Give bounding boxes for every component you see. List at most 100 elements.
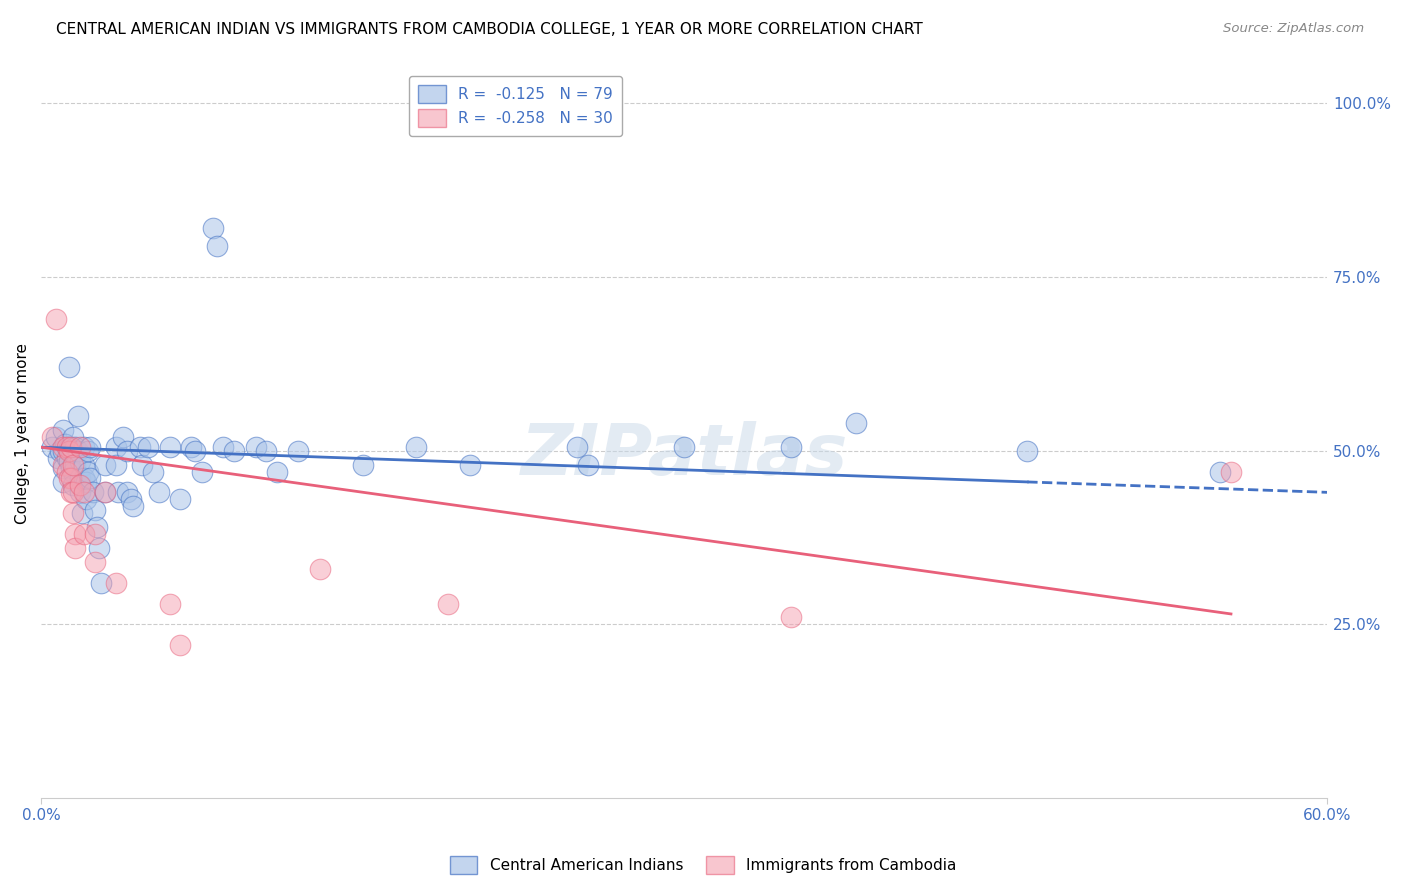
Point xyxy=(201,221,224,235)
Point xyxy=(254,443,277,458)
Point xyxy=(159,597,181,611)
Point xyxy=(75,475,97,489)
Point xyxy=(673,440,696,454)
Point xyxy=(437,597,460,611)
Point xyxy=(105,458,128,472)
Point xyxy=(1220,465,1243,479)
Point xyxy=(51,443,73,458)
Point xyxy=(115,443,138,458)
Point xyxy=(287,443,309,458)
Point xyxy=(845,416,868,430)
Point xyxy=(308,562,330,576)
Point xyxy=(62,485,84,500)
Point xyxy=(75,492,97,507)
Point xyxy=(65,527,87,541)
Point xyxy=(83,527,105,541)
Point xyxy=(69,485,91,500)
Text: CENTRAL AMERICAN INDIAN VS IMMIGRANTS FROM CAMBODIA COLLEGE, 1 YEAR OR MORE CORR: CENTRAL AMERICAN INDIAN VS IMMIGRANTS FR… xyxy=(56,22,922,37)
Point xyxy=(266,465,288,479)
Point xyxy=(122,500,145,514)
Point xyxy=(83,502,105,516)
Point xyxy=(65,440,87,454)
Point xyxy=(1209,465,1232,479)
Point xyxy=(94,458,117,472)
Point xyxy=(66,443,89,458)
Point xyxy=(69,478,91,492)
Point xyxy=(77,443,100,458)
Point xyxy=(70,506,93,520)
Point xyxy=(58,440,80,454)
Point xyxy=(58,471,80,485)
Point xyxy=(69,440,91,454)
Point xyxy=(184,443,207,458)
Point xyxy=(73,485,96,500)
Point xyxy=(79,471,101,485)
Point xyxy=(142,465,165,479)
Point xyxy=(65,458,87,472)
Point xyxy=(73,458,96,472)
Point xyxy=(128,440,150,454)
Point xyxy=(79,440,101,454)
Point xyxy=(51,461,73,475)
Point xyxy=(62,443,84,458)
Point xyxy=(205,238,228,252)
Point xyxy=(180,440,202,454)
Point xyxy=(73,471,96,485)
Point xyxy=(105,575,128,590)
Text: ZIPatlas: ZIPatlas xyxy=(520,421,848,490)
Point xyxy=(105,440,128,454)
Point xyxy=(56,465,79,479)
Point xyxy=(222,443,245,458)
Point xyxy=(780,440,803,454)
Point xyxy=(58,454,80,468)
Point xyxy=(58,443,80,458)
Legend: R =  -0.125   N = 79, R =  -0.258   N = 30: R = -0.125 N = 79, R = -0.258 N = 30 xyxy=(409,76,621,136)
Point xyxy=(1017,443,1039,458)
Point xyxy=(62,478,84,492)
Point xyxy=(148,485,170,500)
Point xyxy=(576,458,599,472)
Point xyxy=(120,492,142,507)
Point xyxy=(90,575,112,590)
Point xyxy=(56,440,79,454)
Point xyxy=(191,465,214,479)
Point xyxy=(131,458,153,472)
Point xyxy=(60,485,83,500)
Text: Source: ZipAtlas.com: Source: ZipAtlas.com xyxy=(1223,22,1364,36)
Point xyxy=(780,610,803,624)
Point xyxy=(60,471,83,485)
Point xyxy=(46,450,69,465)
Point xyxy=(51,423,73,437)
Point xyxy=(60,440,83,454)
Point xyxy=(56,450,79,465)
Legend: Central American Indians, Immigrants from Cambodia: Central American Indians, Immigrants fro… xyxy=(444,850,962,880)
Point xyxy=(107,485,129,500)
Point xyxy=(94,485,117,500)
Point xyxy=(159,440,181,454)
Point xyxy=(212,440,235,454)
Point xyxy=(51,458,73,472)
Point xyxy=(136,440,159,454)
Point xyxy=(51,440,73,454)
Point xyxy=(565,440,588,454)
Point xyxy=(83,555,105,569)
Point xyxy=(94,485,117,500)
Point xyxy=(77,465,100,479)
Point xyxy=(51,475,73,489)
Point xyxy=(73,527,96,541)
Point xyxy=(66,409,89,423)
Point xyxy=(69,454,91,468)
Point xyxy=(87,541,110,555)
Point xyxy=(352,458,374,472)
Point xyxy=(58,360,80,375)
Point xyxy=(62,458,84,472)
Point xyxy=(45,430,67,444)
Point xyxy=(73,440,96,454)
Point xyxy=(53,436,76,450)
Y-axis label: College, 1 year or more: College, 1 year or more xyxy=(15,343,30,524)
Point xyxy=(62,506,84,520)
Point xyxy=(62,430,84,444)
Point xyxy=(458,458,481,472)
Point xyxy=(41,440,63,454)
Point xyxy=(49,443,72,458)
